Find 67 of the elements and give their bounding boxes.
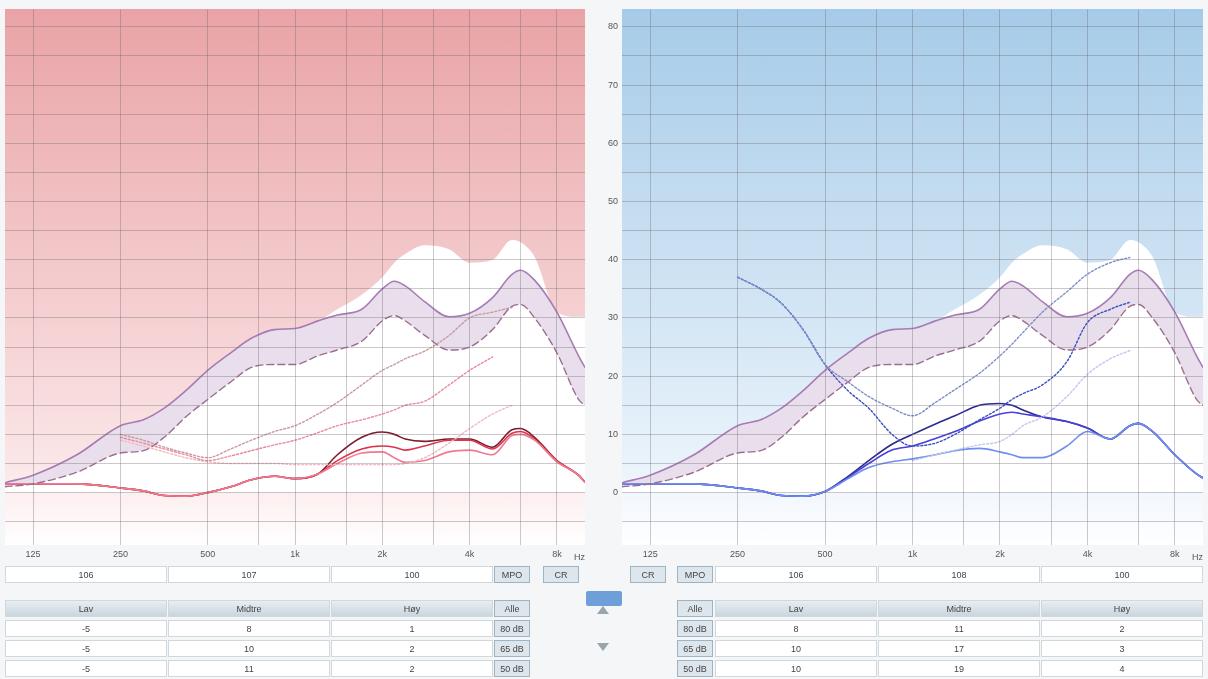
text: 50 dB — [677, 660, 713, 677]
text: 107 — [168, 566, 330, 583]
text: 100 — [331, 566, 493, 583]
text: -5 — [5, 640, 167, 657]
text: -5 — [5, 660, 167, 677]
text: 1 — [331, 620, 493, 637]
y-tick-label: 0 — [612, 487, 618, 498]
text: CR — [543, 566, 579, 583]
x-tick-label: 1k — [907, 548, 918, 559]
text: MPO — [677, 566, 713, 583]
x-tick-label: 500 — [817, 548, 833, 559]
text: 106 — [5, 566, 167, 583]
x-tick-label: 125 — [25, 548, 41, 559]
text: 2 — [331, 640, 493, 657]
x-tick-label: 250 — [730, 548, 746, 559]
text: 10 — [168, 640, 330, 657]
text: 65 dB — [677, 640, 713, 657]
text: 4 — [1041, 660, 1203, 677]
text: Midtre — [878, 600, 1040, 617]
text: 17 — [878, 640, 1040, 657]
text: 50 dB — [494, 660, 530, 677]
text: 10 — [715, 640, 877, 657]
text: 80 dB — [494, 620, 530, 637]
text: Alle — [677, 600, 713, 617]
y-tick-label: 10 — [607, 428, 618, 439]
text: 2 — [331, 660, 493, 677]
text: MPO — [494, 566, 530, 583]
text: 106 — [715, 566, 877, 583]
y-tick-label: 80 — [607, 21, 618, 32]
x-tick-label: 250 — [112, 548, 128, 559]
text: CR — [630, 566, 666, 583]
text: 80 dB — [677, 620, 713, 637]
x-tick-label: 4k — [1082, 548, 1093, 559]
x-axis-title: Hz — [574, 551, 586, 562]
x-tick-label: 1k — [290, 548, 301, 559]
text: 8 — [715, 620, 877, 637]
text: Høy — [1041, 600, 1203, 617]
text: 8 — [168, 620, 330, 637]
x-tick-label: 8k — [1170, 548, 1181, 559]
x-tick-label: 4k — [464, 548, 475, 559]
y-tick-label: 30 — [607, 312, 618, 323]
text: 65 dB — [494, 640, 530, 657]
text: -5 — [5, 620, 167, 637]
text: 11 — [168, 660, 330, 677]
text: 100 — [1041, 566, 1203, 583]
text: 3 — [1041, 640, 1203, 657]
y-tick-label: 70 — [607, 79, 618, 90]
x-axis-title: Hz — [1192, 551, 1204, 562]
y-tick-label: 20 — [607, 370, 618, 381]
y-tick-label: 60 — [607, 137, 618, 148]
text: 10 — [715, 660, 877, 677]
text: 108 — [878, 566, 1040, 583]
x-tick-label: 8k — [552, 548, 563, 559]
x-tick-label: 500 — [200, 548, 216, 559]
text: Lav — [5, 600, 167, 617]
text: Lav — [715, 600, 877, 617]
text: Alle — [494, 600, 530, 617]
text: 2 — [1041, 620, 1203, 637]
text: 19 — [878, 660, 1040, 677]
text: Høy — [331, 600, 493, 617]
y-tick-label: 50 — [607, 196, 618, 206]
x-tick-label: 2k — [377, 548, 388, 559]
y-tick-label: 40 — [607, 254, 618, 265]
x-tick-label: 125 — [642, 548, 658, 559]
text: Midtre — [168, 600, 330, 617]
text: 11 — [878, 620, 1040, 637]
x-tick-label: 2k — [995, 548, 1006, 559]
